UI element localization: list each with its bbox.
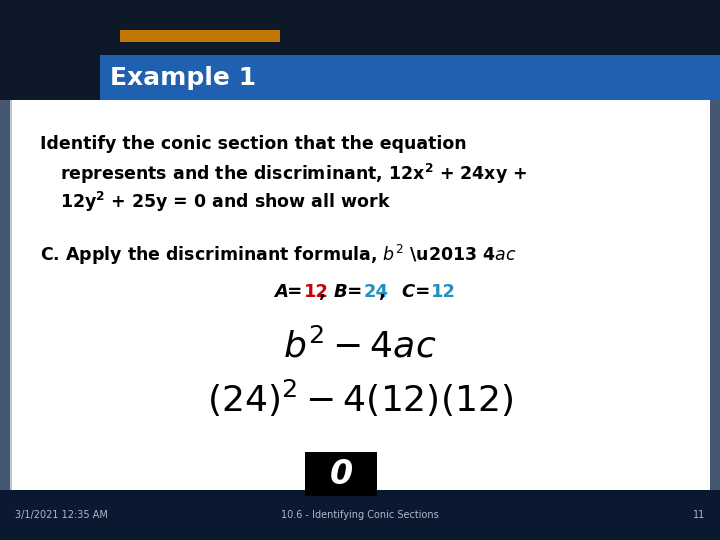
Text: 24: 24 [364, 283, 389, 301]
Text: 12: 12 [304, 283, 329, 301]
Text: =: = [409, 283, 436, 301]
Text: 0: 0 [329, 457, 353, 490]
Text: ,: , [319, 283, 332, 301]
Text: B: B [334, 283, 348, 301]
Text: Example 1: Example 1 [110, 66, 256, 90]
Text: =: = [341, 283, 369, 301]
Text: ,: , [379, 283, 398, 301]
Text: $(24)^2-4(12)(12)$: $(24)^2-4(12)(12)$ [207, 378, 513, 419]
Text: =: = [282, 283, 309, 301]
Text: C. Apply the discriminant formula, $\mathit{b}^2$ \u2013 4$\mathit{ac}$: C. Apply the discriminant formula, $\mat… [40, 243, 517, 267]
Bar [305, 452, 377, 496]
Text: $b^2 - 4ac$: $b^2 - 4ac$ [283, 328, 437, 364]
Bar [10, 100, 710, 490]
Bar [0, 0, 720, 55]
Bar [0, 55, 100, 100]
Bar [710, 100, 720, 490]
Bar [0, 55, 720, 100]
Text: 3/1/2021 12:35 AM: 3/1/2021 12:35 AM [15, 510, 108, 520]
Text: 12$\mathbf{y}^{\mathbf{2}}$ + 25$\mathbf{y}$ = 0 and show all work: 12$\mathbf{y}^{\mathbf{2}}$ + 25$\mathbf… [60, 190, 391, 214]
Text: 12: 12 [431, 283, 456, 301]
Bar [120, 30, 280, 42]
Bar [0, 100, 12, 490]
Text: represents and the discriminant, 12$\mathbf{x}^{\mathbf{2}}$ + 24$\mathbf{xy}$ +: represents and the discriminant, 12$\mat… [60, 162, 527, 186]
Text: 10.6 - Identifying Conic Sections: 10.6 - Identifying Conic Sections [281, 510, 439, 520]
Bar [0, 490, 720, 540]
Text: 11: 11 [693, 510, 705, 520]
Text: Identify the conic section that the equation: Identify the conic section that the equa… [40, 135, 467, 153]
Text: C: C [401, 283, 415, 301]
Text: A: A [274, 283, 287, 301]
